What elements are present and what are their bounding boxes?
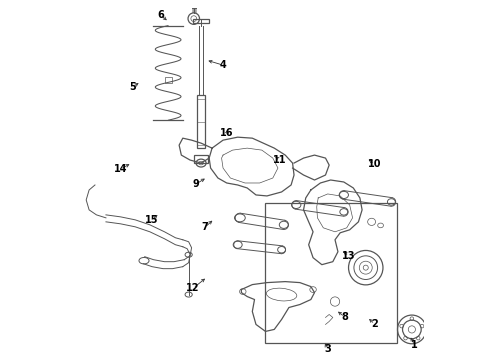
Text: 16: 16 <box>220 128 234 138</box>
Text: 11: 11 <box>273 155 287 165</box>
Bar <box>165 77 172 83</box>
Text: 8: 8 <box>341 312 348 322</box>
Bar <box>265 203 397 343</box>
Text: 14: 14 <box>114 164 127 174</box>
Text: 12: 12 <box>186 283 200 293</box>
Text: 9: 9 <box>192 179 199 189</box>
Text: 7: 7 <box>201 222 208 232</box>
Text: 6: 6 <box>157 10 164 20</box>
Bar <box>193 19 209 23</box>
Text: 4: 4 <box>220 60 227 70</box>
Text: 5: 5 <box>130 82 137 92</box>
Text: 10: 10 <box>368 159 382 169</box>
Text: 13: 13 <box>342 251 356 261</box>
Bar <box>194 155 208 163</box>
Text: 1: 1 <box>411 340 418 350</box>
Text: 2: 2 <box>371 319 378 329</box>
Bar <box>197 95 205 148</box>
Text: 15: 15 <box>145 215 158 225</box>
Text: 3: 3 <box>324 344 331 354</box>
